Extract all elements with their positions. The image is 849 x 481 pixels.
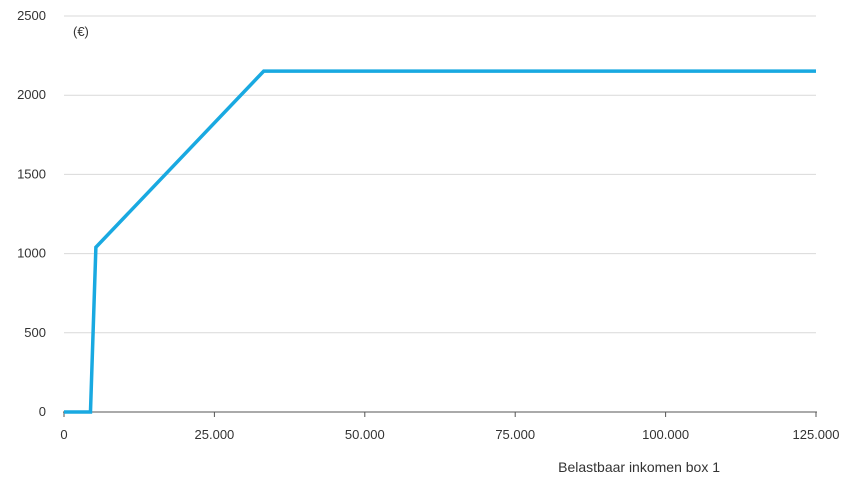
x-tick-labels: 0 25.000 50.000 75.000 100.000 125.000: [60, 427, 839, 442]
x-tick-label: 0: [60, 427, 67, 442]
x-tick-label: 75.000: [495, 427, 535, 442]
x-tick-label: 25.000: [195, 427, 235, 442]
x-tick-label: 125.000: [793, 427, 840, 442]
grid: [64, 15, 816, 334]
x-tick-label: 100.000: [642, 427, 689, 442]
series-line: [64, 69, 816, 414]
y-tick-labels: 0 500 1000 1500 2000 2500: [17, 8, 46, 419]
y-tick-label: 1500: [17, 166, 46, 181]
x-axis-label: Belastbaar inkomen box 1: [558, 459, 720, 475]
unit-label: (€): [73, 24, 89, 39]
y-tick-label: 2500: [17, 8, 46, 23]
y-tick-label: 0: [39, 404, 46, 419]
series-layer: [64, 69, 816, 414]
y-tick-label: 1000: [17, 246, 46, 261]
y-tick-label: 2000: [17, 87, 46, 102]
x-tick-label: 50.000: [345, 427, 385, 442]
y-tick-label: 500: [24, 325, 46, 340]
axes: [63, 411, 817, 417]
